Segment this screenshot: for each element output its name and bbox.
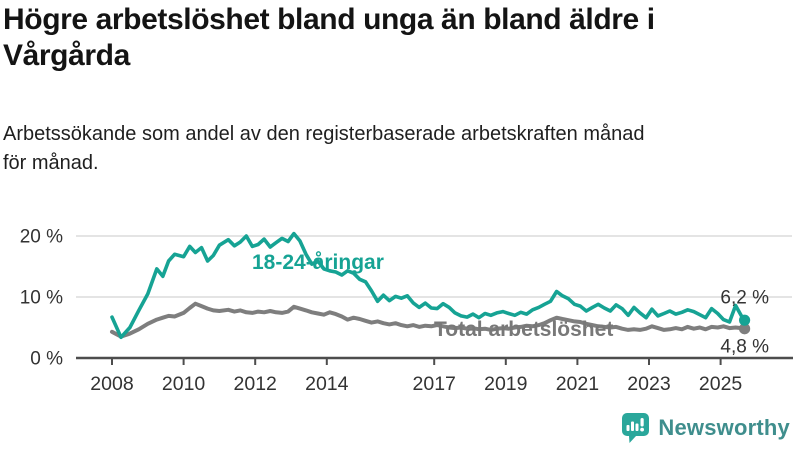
series-end-value-18-24: 6,2 %	[720, 288, 769, 309]
chart-subtitle: Arbetssökande som andel av den registerb…	[3, 120, 783, 178]
page-title-line2: Vårgårda	[3, 39, 130, 72]
x-axis-tick-label: 2017	[413, 373, 456, 395]
y-axis-tick-label: 0 %	[30, 349, 63, 370]
series-label-total: Total arbetslöshet	[434, 318, 613, 341]
newsworthy-logo: Newsworthy	[620, 412, 790, 444]
chart-subtitle-line2: för månad.	[3, 152, 99, 174]
y-axis-tick-label: 10 %	[20, 288, 63, 309]
x-axis-tick-label: 2008	[90, 373, 133, 395]
newsworthy-wordmark: Newsworthy	[658, 415, 790, 440]
series-line-total	[110, 301, 747, 339]
x-axis-tick-label: 2023	[627, 373, 670, 395]
y-axis-tick-label: 20 %	[20, 227, 63, 248]
series-end-dot-18-24	[738, 314, 751, 326]
series-end-dot-total	[738, 323, 751, 335]
newsworthy-chart-bubble-icon	[622, 413, 650, 443]
series-label-18-24: 18-24-åringar	[252, 251, 384, 274]
x-axis-tick-label: 2019	[484, 373, 527, 395]
page-title: Högre arbetslöshet bland unga än bland ä…	[3, 2, 783, 74]
x-axis-tick-label: 2010	[162, 373, 206, 395]
page-title-line1: Högre arbetslöshet bland unga än bland ä…	[3, 3, 655, 36]
x-axis-tick-label: 2021	[556, 373, 599, 395]
series-end-value-total: 4,8 %	[720, 337, 769, 358]
x-axis-tick-label: 2025	[699, 373, 743, 395]
x-axis-tick-label: 2014	[305, 373, 349, 395]
chart-subtitle-line1: Arbetssökande som andel av den registerb…	[3, 123, 645, 145]
x-axis-tick-label: 2012	[234, 373, 277, 395]
series-line-18-24	[110, 231, 747, 340]
